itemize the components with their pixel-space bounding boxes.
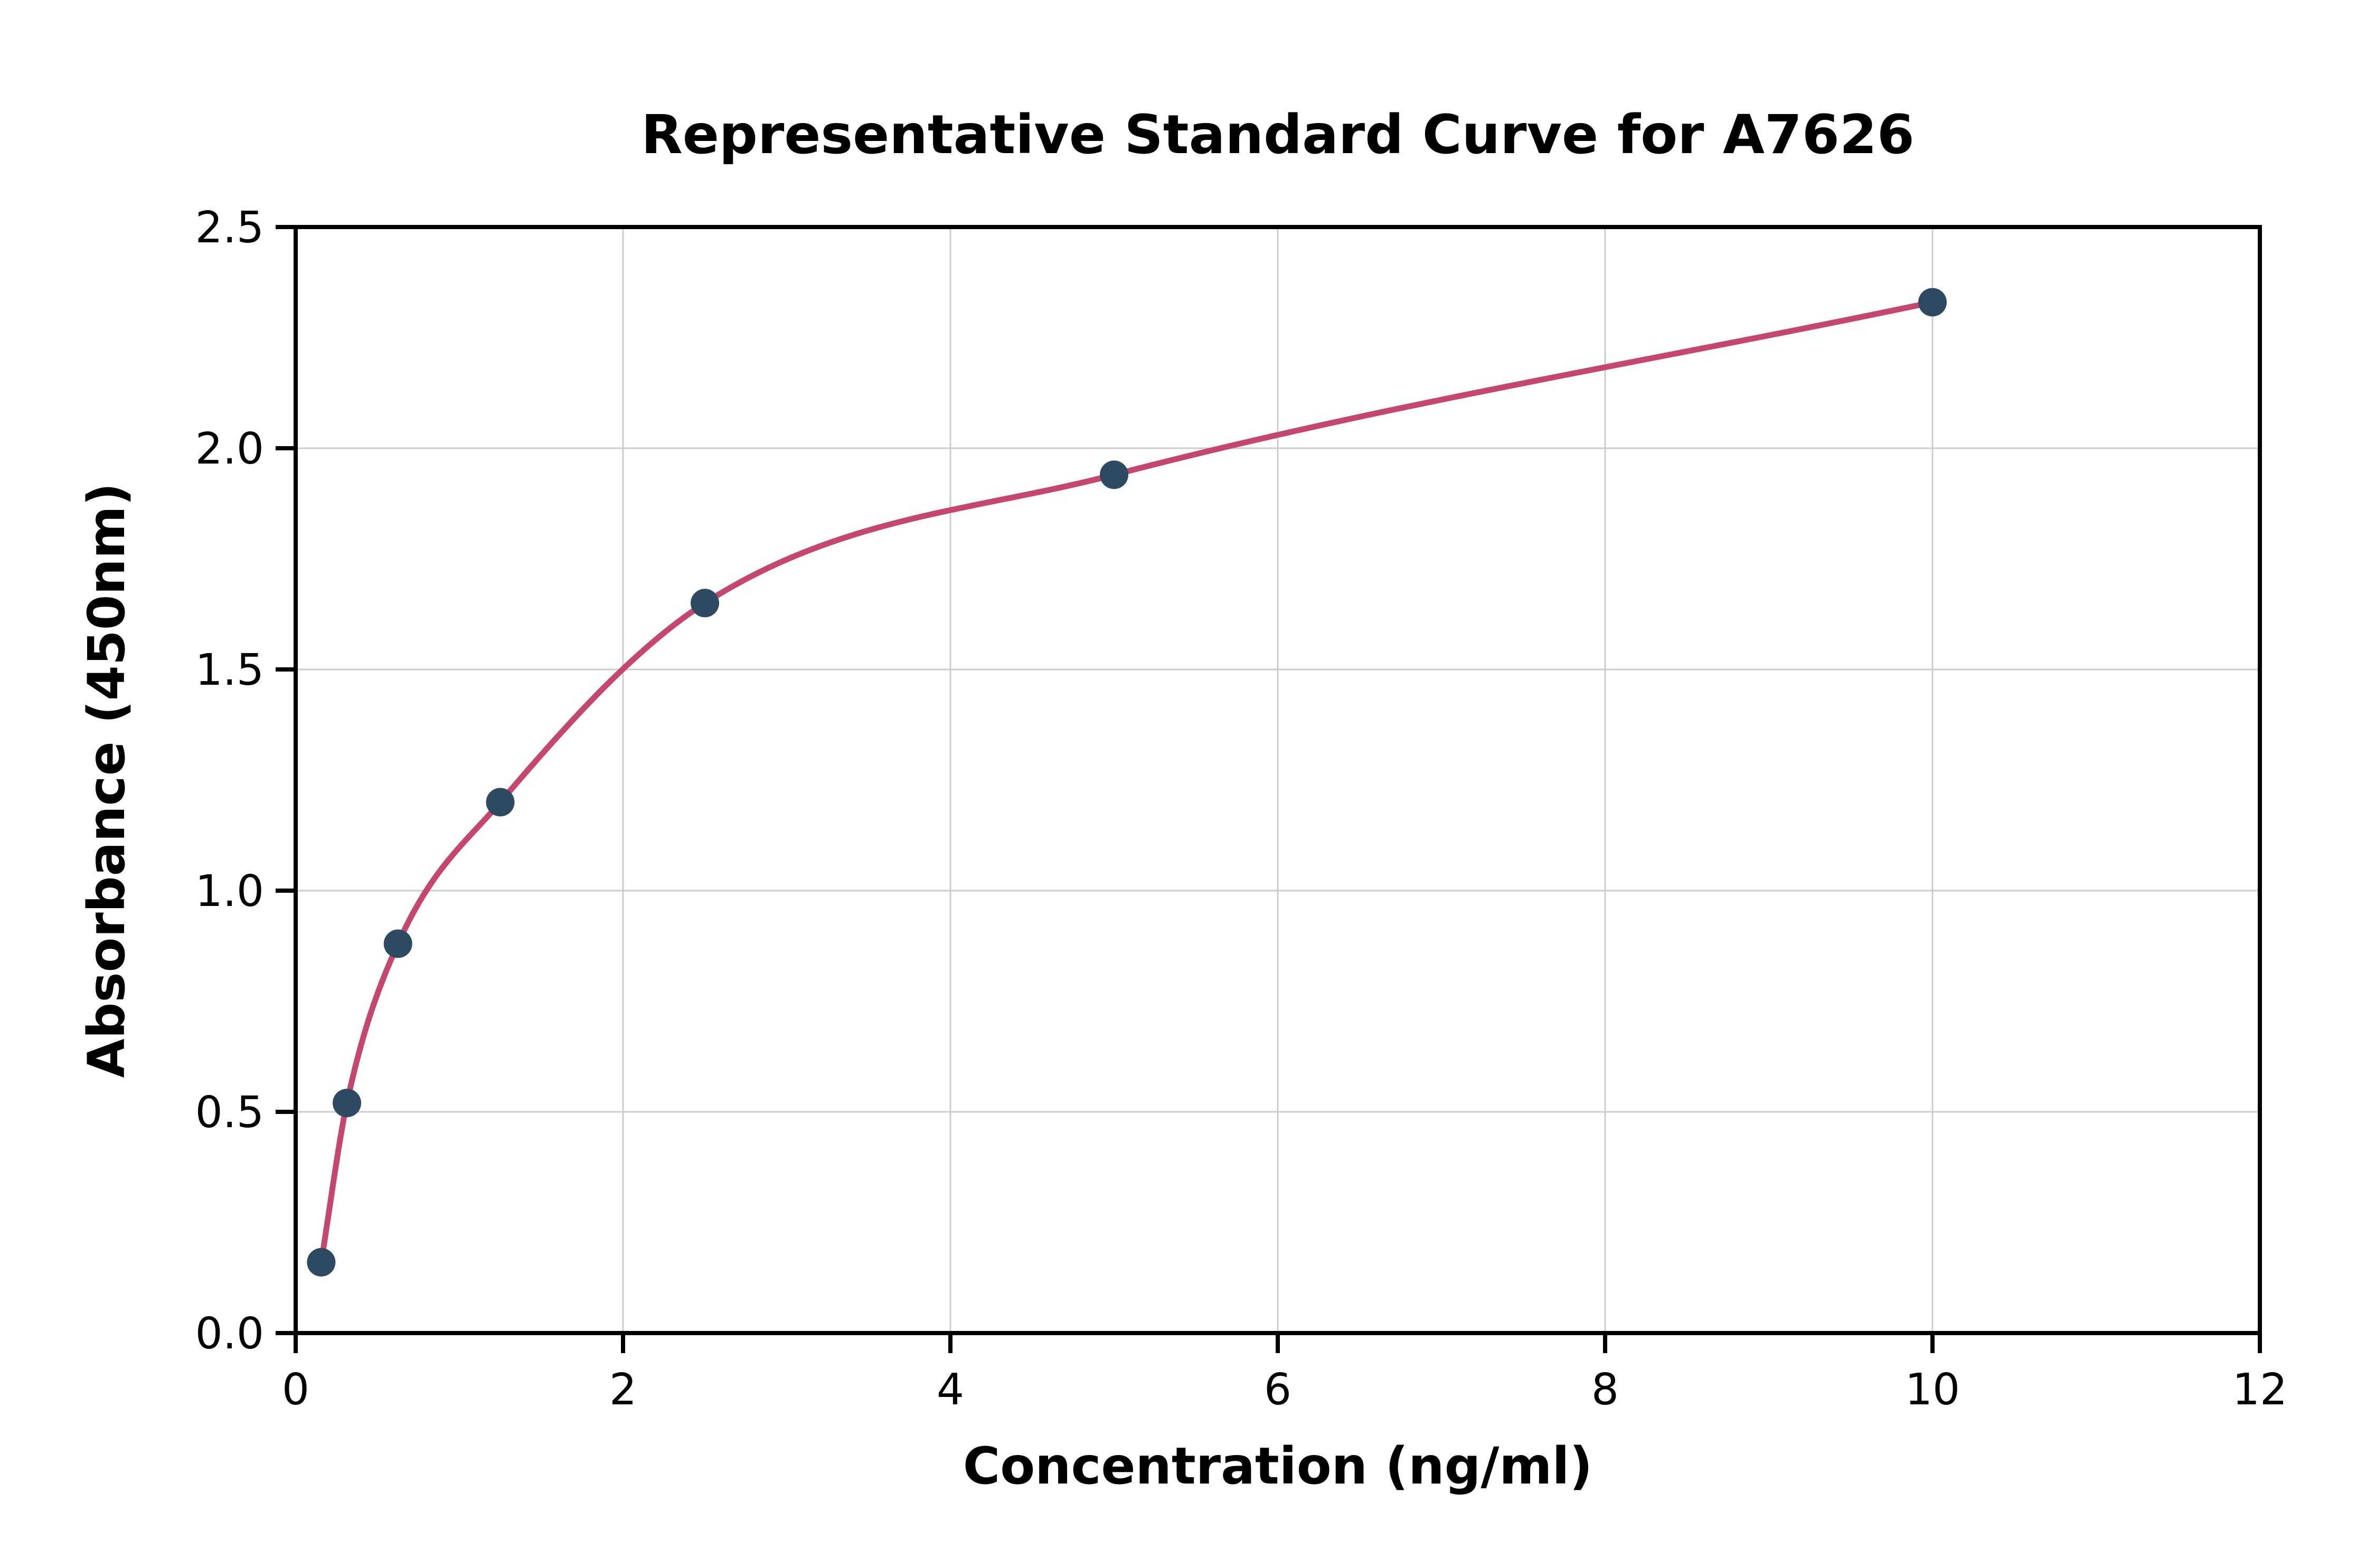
axis-ticks <box>276 225 2262 1353</box>
x-tick-label: 2 <box>609 1365 637 1415</box>
y-tick-label: 0.0 <box>195 1309 264 1359</box>
x-tick-label: 8 <box>1591 1365 1619 1415</box>
y-tick-label: 2.5 <box>195 203 264 253</box>
y-tick-labels: 0.0 0.5 1.0 1.5 2.0 2.5 <box>195 203 264 1359</box>
data-point <box>333 1089 362 1118</box>
chart-title: Representative Standard Curve for A7626 <box>641 103 1915 166</box>
x-tick-label: 6 <box>1264 1365 1291 1415</box>
gridlines <box>296 226 2261 1333</box>
y-tick-label: 1.0 <box>195 866 264 917</box>
y-tick-label: 1.5 <box>195 645 264 695</box>
data-point <box>383 929 412 958</box>
x-tick-label: 4 <box>937 1365 964 1415</box>
y-tick-label: 2.0 <box>195 424 264 474</box>
data-point <box>1918 288 1947 317</box>
x-axis-label: Concentration (ng/ml) <box>963 1437 1592 1496</box>
x-tick-labels: 0 2 4 6 8 10 12 <box>282 1365 2287 1415</box>
fit-curve <box>318 299 1936 1265</box>
x-tick-label: 0 <box>282 1365 309 1415</box>
y-tick-label: 0.5 <box>195 1088 264 1138</box>
y-axis-label: Absorbance (450nm) <box>77 483 136 1078</box>
data-points <box>307 288 1947 1277</box>
x-tick-label: 10 <box>1905 1365 1960 1415</box>
data-point <box>691 589 719 618</box>
data-point <box>486 788 515 817</box>
x-tick-label: 12 <box>2232 1365 2287 1415</box>
data-point <box>307 1248 336 1277</box>
data-point <box>1100 460 1128 489</box>
